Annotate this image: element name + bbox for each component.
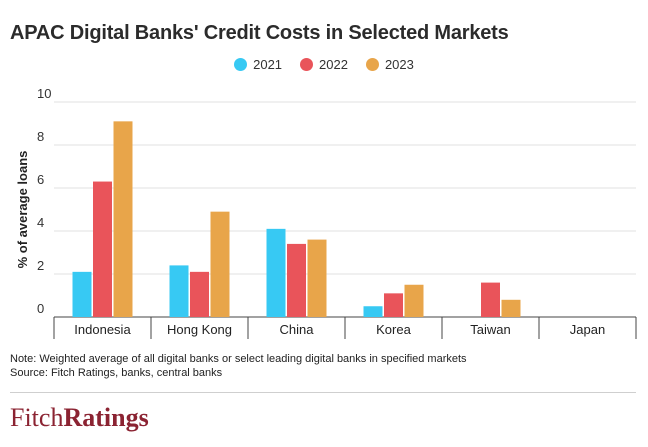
fitch-ratings-logo: FitchRatings bbox=[10, 403, 149, 433]
x-tick-label-hong-kong: Hong Kong bbox=[167, 322, 232, 337]
y-axis-label: % of average loans bbox=[15, 151, 30, 269]
bar-china-2021 bbox=[266, 228, 286, 317]
y-tick-label-4: 4 bbox=[37, 215, 44, 230]
logo-text-fitch: Fitch bbox=[10, 403, 64, 432]
bar-indonesia-2022 bbox=[93, 181, 112, 317]
bar-taiwan-2023 bbox=[501, 299, 521, 317]
chart-note-block: Note: Weighted average of all digital ba… bbox=[10, 352, 467, 380]
logo-text-ratings: Ratings bbox=[63, 403, 149, 432]
chart-title: APAC Digital Banks' Credit Costs in Sele… bbox=[10, 22, 509, 44]
legend-item-2023: 2023 bbox=[365, 57, 414, 72]
legend-item-2022: 2022 bbox=[300, 57, 348, 72]
legend-swatch-2022 bbox=[300, 58, 314, 71]
y-tick-label-10: 10 bbox=[37, 86, 51, 101]
legend-label-2023: 2023 bbox=[384, 57, 414, 72]
divider bbox=[10, 392, 636, 393]
x-tick-label-japan: Japan bbox=[570, 322, 605, 337]
bar-korea-2021 bbox=[363, 306, 383, 317]
bar-indonesia-2021 bbox=[72, 271, 92, 317]
legend-item-2021: 2021 bbox=[234, 57, 282, 72]
bar-korea-2023 bbox=[404, 284, 424, 317]
legend-swatch-2023 bbox=[365, 58, 379, 71]
bar-hong-kong-2021 bbox=[169, 265, 189, 317]
bar-china-2022 bbox=[287, 243, 306, 317]
bar-taiwan-2022 bbox=[481, 282, 500, 317]
bar-korea-2022 bbox=[384, 293, 403, 317]
legend-label-2022: 2022 bbox=[319, 57, 348, 72]
bar-hong-kong-2022 bbox=[190, 271, 209, 317]
chart-source: Source: Fitch Ratings, banks, central ba… bbox=[10, 367, 223, 379]
bar-china-2023 bbox=[307, 239, 327, 317]
x-tick-label-china: China bbox=[280, 322, 315, 337]
legend-swatch-2021 bbox=[234, 58, 248, 71]
x-tick-label-indonesia: Indonesia bbox=[74, 322, 131, 337]
legend: 2021 2022 2023 bbox=[0, 57, 648, 72]
legend-label-2021: 2021 bbox=[253, 57, 283, 72]
y-tick-label-8: 8 bbox=[37, 129, 44, 144]
y-tick-label-6: 6 bbox=[37, 172, 44, 187]
chart-note: Note: Weighted average of all digital ba… bbox=[10, 353, 467, 365]
x-tick-label-taiwan: Taiwan bbox=[470, 322, 510, 337]
bar-chart: 0 2 4 6 8 10 % of average loans Indonesia Hong K… bbox=[15, 86, 637, 339]
x-tick-label-korea: Korea bbox=[376, 322, 411, 337]
y-tick-label-0: 0 bbox=[37, 301, 44, 316]
bar-indonesia-2023 bbox=[113, 121, 133, 317]
bar-hong-kong-2023 bbox=[210, 211, 230, 317]
y-tick-label-2: 2 bbox=[37, 258, 44, 273]
